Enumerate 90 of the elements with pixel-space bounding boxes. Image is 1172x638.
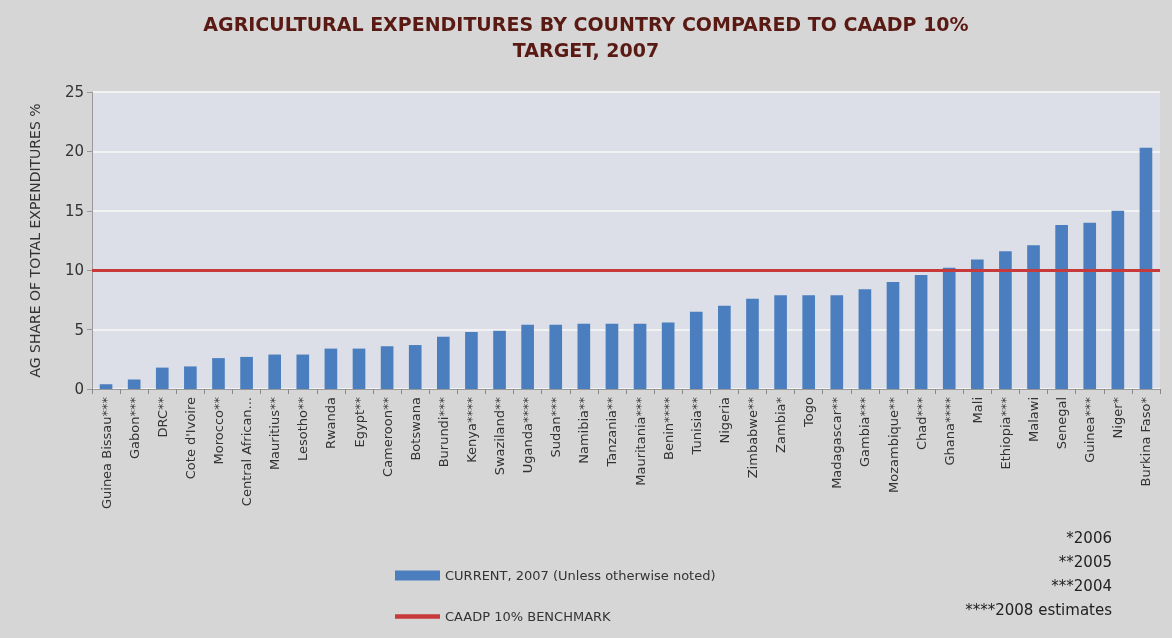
- y-tick-label: 5: [74, 320, 84, 339]
- bar: [718, 305, 731, 389]
- bar: [1139, 147, 1153, 389]
- x-tick-label: Central African...: [239, 397, 255, 507]
- x-tick-label: Egypt**: [351, 396, 367, 448]
- bar: [408, 345, 422, 389]
- text: **2005: [1058, 552, 1112, 571]
- bar: [212, 358, 225, 389]
- bar: [942, 267, 956, 389]
- bar: [999, 251, 1012, 389]
- bar: [774, 295, 787, 389]
- y-tick-label: 0: [74, 380, 84, 398]
- bar: [802, 295, 816, 389]
- y-tick-label: 10: [64, 261, 84, 280]
- x-tick-label: Ethiopia***: [997, 396, 1013, 470]
- x-tick-label: Kenya****: [463, 396, 479, 463]
- bar: [184, 366, 197, 389]
- x-tick-label: Rwanda: [323, 397, 339, 450]
- x-tick-label: Morocco**: [210, 396, 226, 465]
- bar: [127, 379, 141, 389]
- x-tick-label: Togo: [801, 396, 817, 428]
- bar: [521, 324, 534, 389]
- bar: [268, 354, 282, 389]
- bar: [1027, 245, 1040, 389]
- x-tick-label: Niger*: [1110, 396, 1126, 439]
- bar: [352, 348, 366, 389]
- bar: [240, 356, 253, 389]
- bar: [324, 348, 338, 389]
- y-axis-title: AG SHARE OF TOTAL EXPENDITURES %: [27, 103, 43, 378]
- x-tick-label: Namibia**: [576, 396, 592, 464]
- x-tick-label: Mauritania***: [632, 396, 648, 486]
- x-tick-label: Madagascar**: [829, 396, 845, 489]
- bar: [605, 323, 619, 389]
- legend-label: CAADP 10% BENCHMARK: [445, 609, 612, 624]
- bar: [296, 354, 310, 389]
- bar: [970, 259, 984, 389]
- bar: [380, 346, 394, 389]
- x-tick-label: Gambia***: [857, 396, 873, 468]
- x-tick-label: Malawi: [1026, 397, 1042, 443]
- text: ****2008 estimates: [965, 600, 1113, 619]
- x-tick-label: Burkina Faso*: [1138, 396, 1154, 487]
- x-tick-label: Guinea***: [1082, 396, 1098, 463]
- bar: [1083, 222, 1097, 389]
- y-tick-label: 15: [64, 201, 84, 220]
- x-tick-label: Uganda****: [520, 396, 536, 474]
- x-tick-label: Senegal: [1054, 397, 1070, 450]
- x-tick-label: Zimbabwe**: [744, 396, 760, 479]
- bar: [914, 274, 928, 389]
- chart-title: AGRICULTURAL EXPENDITURES BY COUNTRY COMPARED TO CAADP 10% TARGET, 2007: [203, 13, 969, 61]
- x-tick-label: Mali: [969, 397, 985, 424]
- x-tick-label: Benin****: [660, 396, 676, 461]
- bar: [465, 331, 478, 389]
- bar: [549, 324, 563, 389]
- bar: [436, 336, 450, 389]
- bar: [633, 323, 647, 389]
- x-tick-label: Nigeria: [716, 397, 732, 444]
- text: *2006: [1066, 528, 1112, 547]
- bar: [1055, 225, 1068, 389]
- legend-label: CURRENT, 2007 (Unless otherwise noted): [445, 568, 716, 583]
- bar: [830, 295, 844, 389]
- bar: [493, 330, 506, 389]
- x-tick-label: Botswana: [407, 397, 423, 461]
- bar: [661, 322, 675, 389]
- bar: [886, 282, 900, 389]
- bar: [155, 367, 169, 389]
- bar: [1111, 210, 1125, 389]
- x-tick-label: Chad***: [913, 396, 929, 451]
- x-tick-label: Swaziland**: [492, 396, 508, 476]
- x-tick-label: Mauritius**: [267, 396, 283, 471]
- x-tick-label: Ghana****: [941, 396, 957, 466]
- x-tick-label: Gabon***: [126, 396, 142, 459]
- bar: [99, 384, 113, 389]
- x-tick-label: Cote d'Ivoire: [182, 397, 198, 480]
- x-tick-label: Burundi***: [435, 396, 451, 468]
- x-tick-label: Guinea Bissau***: [98, 396, 114, 510]
- x-tick-label: Tunisia**: [688, 396, 704, 456]
- x-tick-label: Lesotho**: [295, 396, 311, 462]
- x-tick-label: Sudan***: [548, 396, 564, 458]
- y-tick-label: 20: [64, 142, 84, 161]
- bar: [858, 289, 872, 389]
- x-tick-label: DRC**: [154, 396, 170, 438]
- text: ***2004: [1051, 576, 1112, 595]
- x-tick-label: Cameroon**: [379, 396, 395, 477]
- bar: [577, 323, 591, 389]
- x-tick-label: Zambia*: [773, 396, 789, 453]
- x-tick-label: Tanzania**: [604, 396, 620, 468]
- x-tick-label: Mozambique**: [885, 396, 901, 493]
- bar: [746, 298, 759, 389]
- y-tick-label: 25: [64, 83, 84, 101]
- bar: [689, 311, 703, 389]
